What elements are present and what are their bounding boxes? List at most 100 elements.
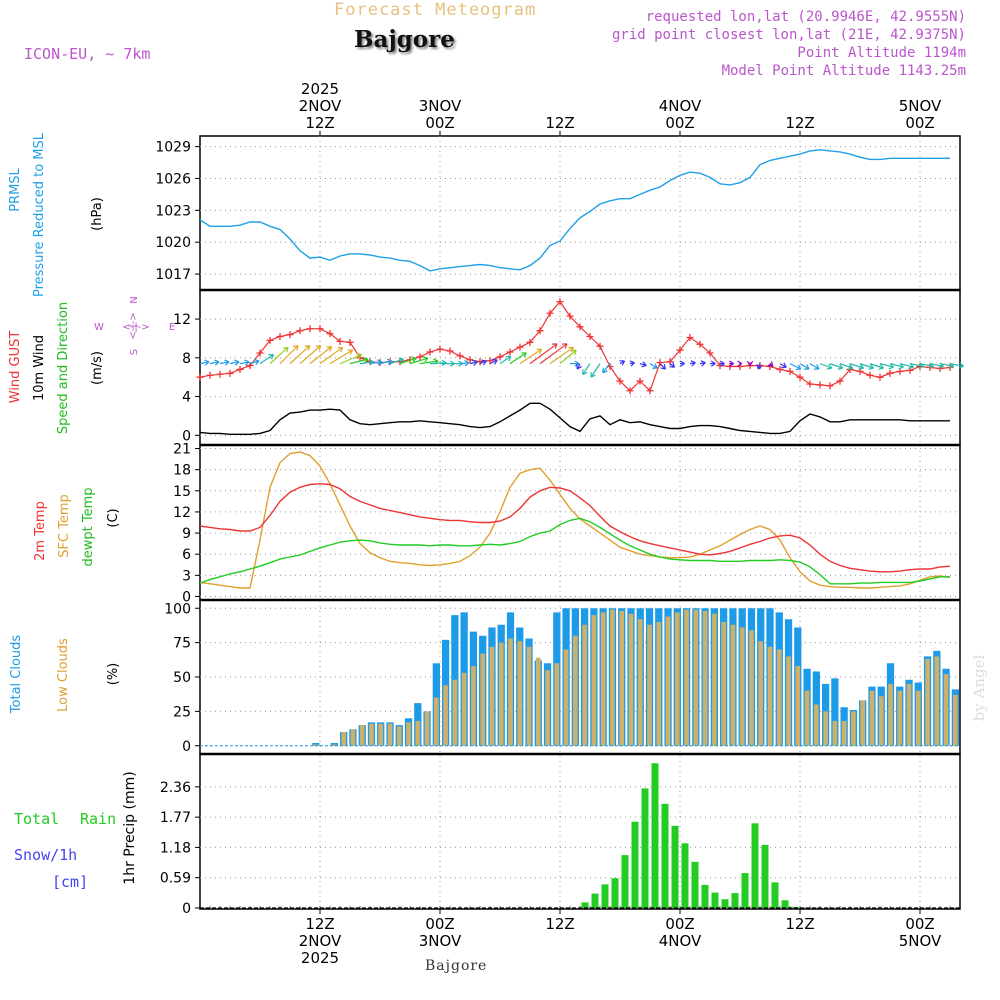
wind-arrow-head — [641, 361, 647, 368]
gust-point — [266, 336, 274, 344]
wind-ytick-label: 0 — [182, 428, 191, 444]
precip-snow-unit: [cm] — [52, 873, 89, 891]
low-cloud-bar — [610, 609, 615, 746]
low-cloud-bar — [647, 624, 652, 746]
rain-bar — [581, 902, 589, 908]
pressure-ytick-label: 1020 — [155, 235, 191, 251]
gust-point — [526, 338, 534, 346]
wind-arrow — [889, 363, 904, 368]
wind-arrow — [489, 359, 498, 365]
precip-ytick-label: 2.36 — [160, 780, 191, 796]
wind-arrow — [429, 362, 447, 365]
compass-arrow-ns: <-|-> — [128, 312, 139, 339]
wind-arrow-head — [292, 345, 299, 351]
wind-arrow — [602, 363, 611, 373]
low-cloud-bar — [832, 721, 838, 746]
time-label-bottom: 12Z — [305, 915, 334, 933]
wind-arrow — [379, 360, 392, 365]
wind-arrow-head — [398, 357, 404, 364]
point-altitude: Point Altitude 1194m — [797, 45, 966, 61]
rain-bar — [661, 803, 669, 908]
requested-coords: requested lon,lat (20.9946E, 42.9555N) — [645, 9, 966, 25]
time-label-bottom: 12Z — [785, 915, 814, 933]
compass-n: N — [129, 296, 140, 303]
rain-bar — [771, 882, 779, 908]
wind-arrow — [899, 363, 914, 368]
wind-arrow-head — [472, 359, 478, 366]
gust-point — [236, 365, 244, 373]
gust-point — [496, 353, 504, 361]
gust-point — [426, 348, 434, 356]
gust-point — [866, 371, 874, 379]
rain-bar — [741, 873, 749, 908]
gust-point — [796, 373, 804, 381]
wind-arrow-head — [214, 359, 220, 366]
gust-point — [886, 369, 894, 377]
low-cloud-bar — [535, 657, 541, 746]
gust-point — [676, 346, 684, 354]
wind-arrow-head — [847, 363, 854, 370]
wind-arrow — [590, 363, 601, 378]
rain-bar — [681, 843, 689, 908]
low-cloud-bar — [415, 721, 421, 746]
time-label-top: 2NOV — [299, 97, 342, 115]
time-label-top: 00Z — [665, 114, 694, 132]
gust-point — [466, 356, 474, 364]
precip-axis-label: 1hr Precip (mm) — [122, 771, 138, 885]
wind-arrow — [879, 363, 894, 368]
cloud-ytick-label: 75 — [173, 636, 191, 652]
gust-point — [476, 358, 484, 366]
wind-arrow-head — [582, 369, 588, 375]
wind-arrow — [359, 361, 374, 365]
wind-arrow-head — [767, 361, 774, 367]
low-cloud-bar — [897, 690, 903, 746]
rain-bar — [611, 878, 619, 908]
wind-arrow-head — [464, 359, 470, 367]
gust-point — [346, 338, 354, 346]
wind-arrow — [869, 363, 884, 369]
wind-arrow — [819, 363, 832, 369]
wind-arrow — [539, 343, 568, 365]
compass-s: S — [129, 349, 140, 355]
low-cloud-bar — [387, 723, 393, 746]
wind-arrow-head — [756, 364, 763, 370]
low-cloud-bar — [637, 619, 643, 746]
rain-bar — [621, 855, 629, 908]
wind-arrow-head — [282, 346, 289, 353]
low-cloud-bar — [313, 744, 319, 746]
wind-arrow-head — [423, 356, 429, 363]
pressure-ytick-label: 1029 — [155, 140, 191, 156]
wind-arrow — [199, 361, 210, 365]
time-label-top: 2025 — [301, 80, 339, 98]
time-label-top: 4NOV — [659, 97, 702, 115]
gust-point — [586, 333, 594, 340]
temp-ytick-label: 21 — [173, 442, 191, 458]
rain-bar — [651, 763, 659, 908]
low-cloud-bar — [786, 656, 791, 746]
gust-label: Wind GUST — [8, 330, 23, 404]
low-cloud-bar — [767, 646, 773, 746]
precip-rain-label: Rain — [80, 810, 117, 828]
wind-arrow-head — [710, 360, 716, 367]
low-cloud-bar — [424, 711, 430, 746]
time-label-top: 12Z — [305, 114, 334, 132]
wind-arrow — [209, 361, 220, 365]
low-cloud-bar — [573, 635, 578, 746]
temp2m-label: 2m Temp — [33, 501, 48, 561]
low-cloud-bar — [739, 627, 745, 746]
rain-bar — [601, 884, 609, 908]
wind-arrow-head — [481, 359, 487, 366]
precip-snow-label: Snow/1h — [14, 846, 78, 864]
low-cloud-bar — [869, 690, 875, 746]
prmsl-label-line1: PRMSL — [8, 168, 23, 212]
gust-point — [436, 345, 444, 353]
wind10m-label: 10m Wind — [32, 335, 47, 402]
gust-point — [226, 369, 234, 377]
low-cloud-bar — [396, 726, 402, 746]
low-cloud-bar — [582, 624, 587, 746]
precip-ytick-label: 1.77 — [160, 810, 191, 826]
gust-point — [216, 370, 224, 378]
low-cloud-bar — [369, 723, 374, 746]
low-cloud-bar — [554, 663, 560, 746]
wind-arrow-head — [411, 356, 417, 363]
